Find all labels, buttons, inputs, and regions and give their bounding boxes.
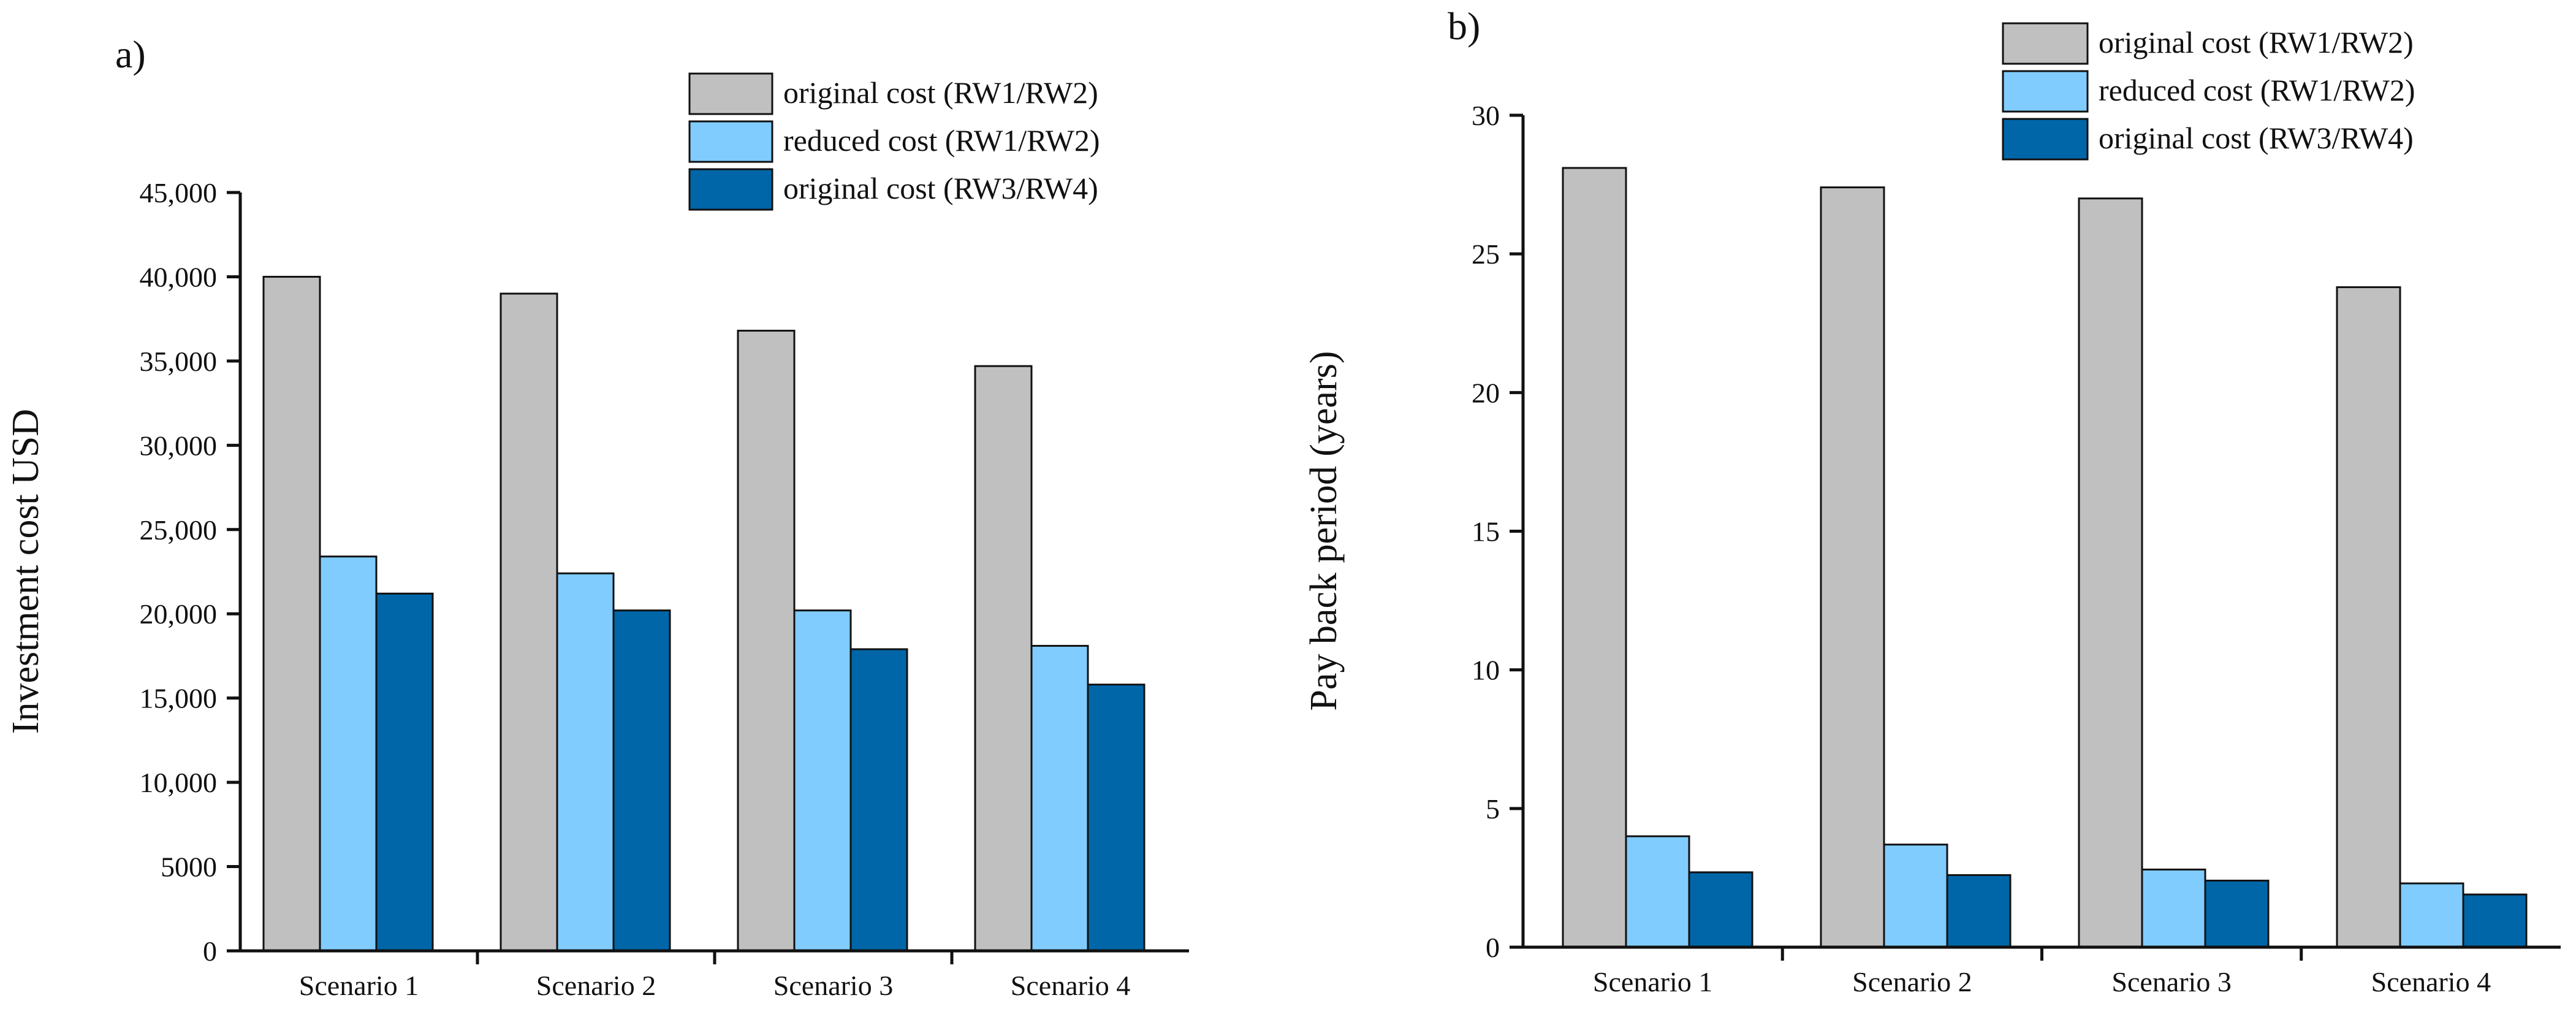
legend-label-1: original cost (RW1/RW2) bbox=[783, 75, 1098, 110]
bar-4-series-1 bbox=[974, 365, 1033, 952]
bar-3-series-2 bbox=[793, 609, 852, 952]
legend-label-2: reduced cost (RW1/RW2) bbox=[2099, 73, 2415, 107]
bar-2-series-3 bbox=[1946, 874, 2012, 948]
bar-3-series-2 bbox=[2141, 868, 2206, 948]
bar-3-series-3 bbox=[2204, 879, 2270, 948]
legend-label-3: original cost (RW3/RW4) bbox=[783, 171, 1098, 205]
bar-1-series-2 bbox=[1625, 835, 1690, 948]
bar-1-series-1 bbox=[262, 275, 321, 952]
y-tick-label: 45,000 bbox=[140, 177, 218, 208]
bar-2-series-2 bbox=[556, 572, 615, 952]
chart-panel-a: a) Investment cost USD 0 5000 10,000 15,000 20… bbox=[5, 32, 1189, 1001]
y-tick-label: 15,000 bbox=[140, 683, 218, 714]
bar-2-series-1 bbox=[500, 292, 558, 952]
bar-3-series-3 bbox=[849, 648, 908, 952]
y-tick-label: 0 bbox=[203, 936, 217, 967]
legend-swatch-3 bbox=[2002, 118, 2089, 161]
legend-swatch-3 bbox=[688, 168, 773, 211]
x-tick-label: Scenario 1 bbox=[299, 970, 419, 1001]
legend-swatch-1 bbox=[2002, 22, 2089, 65]
bar-2-series-2 bbox=[1883, 844, 1948, 948]
x-tick-label: Scenario 1 bbox=[1593, 966, 1712, 997]
bar-1-series-3 bbox=[375, 592, 434, 952]
y-axis-label: Pay back period (years) bbox=[1303, 351, 1345, 711]
y-axis-label: Investment cost USD bbox=[5, 409, 47, 734]
y-tick-label: 5 bbox=[1486, 793, 1500, 825]
bar-4-series-3 bbox=[1087, 684, 1146, 952]
y-tick-label: 30,000 bbox=[140, 430, 218, 461]
x-tick-label: Scenario 2 bbox=[1852, 966, 1972, 997]
bar-2-series-3 bbox=[612, 609, 671, 952]
x-tick-label: Scenario 3 bbox=[2111, 966, 2231, 997]
y-tick-label: 10,000 bbox=[140, 767, 218, 798]
y-tick-label: 25 bbox=[1472, 238, 1500, 270]
y-tick-label: 30 bbox=[1472, 100, 1500, 131]
bar-3-series-1 bbox=[2078, 197, 2143, 948]
chart-panel-b: b) Pay back period (years) 0 5 10 15 20 25 30 Sce… bbox=[1303, 4, 2561, 997]
bar-1-series-1 bbox=[1562, 167, 1627, 948]
bar-2-series-1 bbox=[1820, 186, 1885, 948]
y-tick-label: 40,000 bbox=[140, 261, 218, 292]
x-tick-label: Scenario 4 bbox=[2371, 966, 2491, 997]
legend: original cost (RW1/RW2) reduced cost (RW1… bbox=[688, 72, 1100, 211]
y-tick-label: 10 bbox=[1472, 655, 1500, 686]
bar-4-series-2 bbox=[1030, 644, 1089, 952]
legend-swatch-2 bbox=[2002, 70, 2089, 113]
legend-label-2: reduced cost (RW1/RW2) bbox=[783, 123, 1100, 158]
panel-label: a) bbox=[115, 32, 146, 76]
panel-label: b) bbox=[1448, 4, 1480, 48]
bar-4-series-2 bbox=[2399, 882, 2464, 948]
legend: original cost (RW1/RW2) reduced cost (RW1… bbox=[2002, 22, 2415, 161]
y-tick-label: 25,000 bbox=[140, 514, 218, 546]
y-tick-label: 35,000 bbox=[140, 346, 218, 377]
legend-swatch-2 bbox=[688, 120, 773, 163]
bar-3-series-1 bbox=[737, 329, 796, 952]
y-tick-label: 5000 bbox=[161, 852, 217, 883]
legend-swatch-1 bbox=[688, 72, 773, 115]
bar-4-series-3 bbox=[2462, 893, 2528, 948]
legend-label-3: original cost (RW3/RW4) bbox=[2099, 121, 2414, 155]
legend-label-1: original cost (RW1/RW2) bbox=[2099, 25, 2414, 59]
y-tick-label: 20 bbox=[1472, 377, 1500, 408]
bar-1-series-3 bbox=[1688, 871, 1753, 948]
bar-1-series-2 bbox=[319, 555, 378, 952]
y-tick-label: 15 bbox=[1472, 516, 1500, 547]
y-tick-label: 0 bbox=[1486, 932, 1500, 963]
x-tick-label: Scenario 3 bbox=[773, 970, 893, 1001]
x-tick-label: Scenario 4 bbox=[1011, 970, 1130, 1001]
bar-4-series-1 bbox=[2336, 286, 2401, 948]
y-tick-label: 20,000 bbox=[140, 598, 218, 630]
x-tick-label: Scenario 2 bbox=[536, 970, 656, 1001]
